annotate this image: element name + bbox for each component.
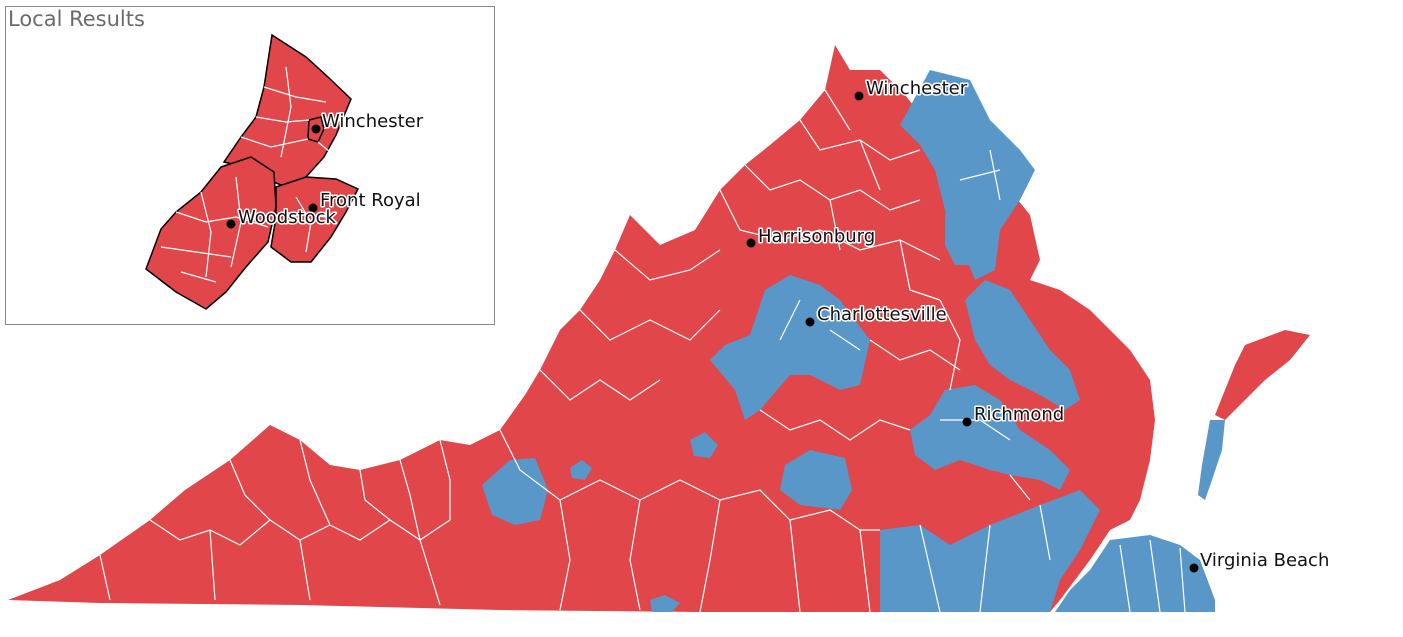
city-richmond-marker: Richmond bbox=[962, 403, 1066, 427]
democrat-fredericksburg bbox=[945, 210, 990, 265]
democrat-roanoke bbox=[690, 432, 718, 458]
inset-city-winchester-marker: Winchester bbox=[311, 110, 425, 134]
county-borders bbox=[99, 89, 1186, 613]
inset-city-label-winchester: Winchester bbox=[322, 111, 424, 132]
eastern-shore-blue bbox=[1198, 420, 1225, 500]
democrat-northern-virginia bbox=[900, 70, 1035, 280]
city-label-charlottesville: Charlottesville bbox=[817, 304, 947, 325]
inset-region-warren bbox=[270, 176, 360, 263]
inset-precinct-borders bbox=[160, 66, 347, 283]
inset-city-label-front-royal: Front Royal bbox=[320, 190, 421, 211]
inset-map: Winchester Front Royal Woodstock bbox=[145, 33, 425, 310]
city-label-richmond: Richmond bbox=[974, 404, 1064, 425]
democrat-south-central bbox=[780, 450, 852, 510]
democrat-charlottesville bbox=[710, 275, 870, 420]
inset-city-front-royal-marker: Front Royal bbox=[308, 189, 422, 213]
democrat-blacksburg bbox=[570, 460, 592, 480]
city-harrisonburg-marker: Harrisonburg bbox=[746, 225, 877, 249]
democrat-southside bbox=[880, 490, 1100, 612]
inset-title: Local Results bbox=[8, 7, 145, 31]
inset-panel: Local Results bbox=[5, 6, 495, 325]
city-label-winchester: Winchester bbox=[866, 78, 968, 99]
inset-city-woodstock-marker: Woodstock bbox=[226, 206, 338, 230]
democrat-hampton-roads bbox=[1055, 535, 1215, 612]
city-label-harrisonburg: Harrisonburg bbox=[758, 226, 875, 247]
democrat-danville bbox=[650, 595, 680, 612]
eastern-shore-red bbox=[1215, 330, 1310, 420]
city-winchester-marker: Winchester bbox=[854, 77, 969, 101]
inset-city-label-woodstock: Woodstock bbox=[238, 207, 337, 228]
city-virginia-beach-marker: Virginia Beach bbox=[1189, 549, 1331, 573]
democrat-central-east bbox=[965, 280, 1080, 410]
city-charlottesville-marker: Charlottesville bbox=[805, 303, 948, 327]
city-label-virginia-beach: Virginia Beach bbox=[1200, 550, 1329, 571]
republican-region bbox=[8, 45, 1155, 612]
democrat-southwest-county bbox=[482, 458, 548, 525]
democrat-richmond bbox=[910, 385, 1070, 490]
